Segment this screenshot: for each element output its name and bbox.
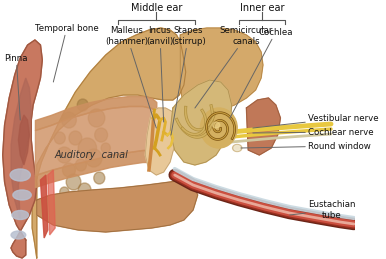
Circle shape xyxy=(66,174,81,190)
Circle shape xyxy=(69,131,82,145)
Circle shape xyxy=(57,147,72,163)
Circle shape xyxy=(101,143,110,153)
Ellipse shape xyxy=(212,122,220,128)
Circle shape xyxy=(200,108,237,148)
Text: Stapes
(stirrup): Stapes (stirrup) xyxy=(171,26,206,135)
Ellipse shape xyxy=(11,231,26,239)
Circle shape xyxy=(75,159,86,171)
Text: Auditory  canal: Auditory canal xyxy=(55,150,129,160)
Polygon shape xyxy=(19,115,29,165)
Text: Eustachian
tube: Eustachian tube xyxy=(290,200,356,220)
Circle shape xyxy=(77,99,88,111)
Circle shape xyxy=(63,163,75,177)
Circle shape xyxy=(78,183,91,197)
Ellipse shape xyxy=(12,211,29,219)
Text: Incus
(anvil): Incus (anvil) xyxy=(146,26,174,122)
Polygon shape xyxy=(41,175,48,238)
Text: Middle ear: Middle ear xyxy=(130,3,182,13)
Text: Vestibular nerve: Vestibular nerve xyxy=(253,113,379,128)
Circle shape xyxy=(95,128,108,142)
Polygon shape xyxy=(32,28,186,258)
Circle shape xyxy=(78,138,96,158)
Ellipse shape xyxy=(13,190,31,200)
Polygon shape xyxy=(48,170,55,235)
Circle shape xyxy=(62,112,76,128)
Circle shape xyxy=(54,132,65,144)
Polygon shape xyxy=(180,28,263,118)
Polygon shape xyxy=(37,180,198,232)
Circle shape xyxy=(72,193,85,207)
Text: Round window: Round window xyxy=(241,141,371,150)
Text: Inner ear: Inner ear xyxy=(240,3,284,13)
Text: Cochlea: Cochlea xyxy=(230,27,293,118)
Text: Malleus
(hammer): Malleus (hammer) xyxy=(105,26,156,128)
Circle shape xyxy=(86,149,102,167)
Ellipse shape xyxy=(234,146,240,150)
Polygon shape xyxy=(246,98,280,155)
Circle shape xyxy=(60,187,69,197)
Ellipse shape xyxy=(233,145,242,152)
Text: Cochlear nerve: Cochlear nerve xyxy=(253,127,374,136)
Circle shape xyxy=(88,109,105,127)
Ellipse shape xyxy=(10,169,30,181)
Polygon shape xyxy=(11,78,31,220)
Polygon shape xyxy=(145,108,176,175)
Text: Pinna: Pinna xyxy=(5,54,28,120)
Circle shape xyxy=(94,172,105,184)
Polygon shape xyxy=(3,40,42,258)
Polygon shape xyxy=(170,80,232,165)
Text: Semicircular
canals: Semicircular canals xyxy=(195,26,273,108)
Text: Temporal bone: Temporal bone xyxy=(35,24,99,82)
